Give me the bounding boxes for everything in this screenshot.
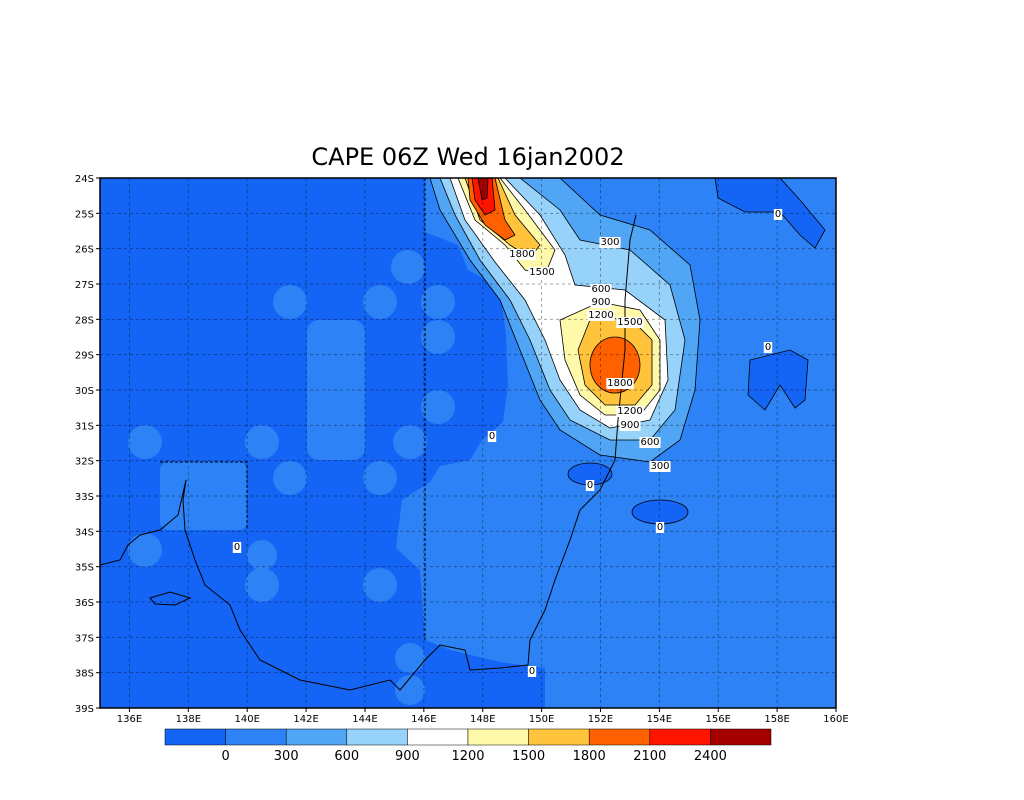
contour-label: 1500 [617, 317, 642, 328]
label-bg [528, 267, 556, 278]
colorbar: 0 300 600 900 1200 1500 1800 2100 2400 [164, 728, 772, 764]
field-patches [128, 250, 455, 705]
colorbar-label: 2400 [694, 749, 727, 764]
lon-label: 142E [293, 714, 318, 725]
label-bg [773, 209, 783, 220]
colorbar-box [346, 728, 408, 746]
contour-label: 0 [587, 480, 593, 491]
title: CAPE 06Z Wed 16jan2002 [311, 143, 624, 171]
colorbar-label: 0 [221, 749, 229, 764]
lat-label: 31S [75, 421, 94, 432]
colorbar-label: 900 [395, 749, 420, 764]
label-bg [619, 420, 641, 431]
lat-label: 26S [75, 245, 94, 256]
contour-label: 0 [765, 342, 771, 353]
colorbar-box [285, 728, 348, 746]
axes: 24S 25S 26S 27S 28S 29S 30S 31S 32S 33S 34S 35S 36S 3… [75, 174, 849, 725]
colorbar-label: 1200 [451, 749, 484, 764]
lat-label: 39S [75, 704, 94, 715]
lat-label: 37S [75, 633, 94, 644]
label-bg [590, 284, 612, 295]
label-bg [527, 666, 537, 677]
contour-label: 600 [640, 437, 659, 448]
label-bg [616, 317, 644, 328]
contour-labels: 0 300 1800 1500 600 900 1200 1500 0 1800… [232, 209, 783, 677]
lat-label: 38S [75, 669, 94, 680]
label-bg [585, 480, 595, 491]
lat-label: 30S [75, 386, 94, 397]
label-bg [763, 342, 773, 353]
lat-label: 36S [75, 598, 94, 609]
contour-label: 600 [591, 284, 610, 295]
contour-label: 1800 [509, 249, 534, 260]
colorbar-box [649, 728, 711, 746]
lon-label: 138E [176, 714, 201, 725]
contour-label: 0 [775, 209, 781, 220]
lat-label: 33S [75, 492, 94, 503]
label-bg [649, 461, 671, 472]
label-bg [599, 237, 621, 248]
contour-label: 300 [650, 461, 669, 472]
colorbar-label: 600 [334, 749, 359, 764]
colorbar-label: 1800 [573, 749, 606, 764]
colorbar-box [710, 728, 772, 746]
plot-frame [99, 177, 837, 709]
label-bg [232, 542, 242, 553]
colorbar-box [467, 728, 529, 746]
contour-label: 1200 [617, 406, 642, 417]
low-islands [567, 178, 826, 525]
label-bg [590, 297, 612, 308]
colorbar-label: 1500 [512, 749, 545, 764]
contour-label: 0 [657, 522, 663, 533]
label-bg [606, 378, 634, 389]
contour-label: 900 [591, 297, 610, 308]
colorbar-label: 300 [274, 749, 299, 764]
contours [429, 178, 701, 463]
lon-label: 156E [706, 714, 731, 725]
label-bg [487, 431, 497, 442]
lat-label: 28S [75, 315, 94, 326]
contour-label: 1200 [588, 310, 613, 321]
lat-label: 34S [75, 527, 94, 538]
lon-label: 158E [764, 714, 789, 725]
lon-label: 136E [117, 714, 142, 725]
lon-label: 154E [647, 714, 672, 725]
contour-label: 0 [529, 666, 535, 677]
lat-label: 25S [75, 209, 94, 220]
label-bg [616, 406, 644, 417]
contour-label: 0 [489, 431, 495, 442]
contour-label: 900 [620, 420, 639, 431]
contour-label: 300 [600, 237, 619, 248]
label-bg [655, 522, 665, 533]
coastline [100, 178, 637, 691]
lat-label: 24S [75, 174, 94, 185]
lon-label: 140E [234, 714, 259, 725]
contour-label: 1800 [607, 378, 632, 389]
lat-label: 29S [75, 351, 94, 362]
lon-label: 160E [823, 714, 848, 725]
colorbar-box [225, 728, 287, 746]
lat-label: 27S [75, 280, 94, 291]
label-bg [587, 310, 615, 321]
label-bg [508, 249, 536, 260]
lon-label: 148E [470, 714, 495, 725]
map-fields: 0 300 1800 1500 600 900 1200 1500 0 1800… [100, 178, 836, 708]
colorbar-box [407, 728, 469, 746]
lon-label: 150E [529, 714, 554, 725]
lon-label: 146E [411, 714, 436, 725]
colorbar-box [588, 728, 651, 746]
colorbar-label: 2100 [633, 749, 666, 764]
label-bg [639, 437, 661, 448]
contour-label: 1500 [529, 267, 554, 278]
colorbar-box [528, 728, 590, 746]
contour-label: 0 [234, 542, 240, 553]
lon-label: 152E [588, 714, 613, 725]
lat-label: 35S [75, 563, 94, 574]
lat-label: 32S [75, 457, 94, 468]
lon-label: 144E [352, 714, 377, 725]
colorbar-box [164, 728, 226, 746]
